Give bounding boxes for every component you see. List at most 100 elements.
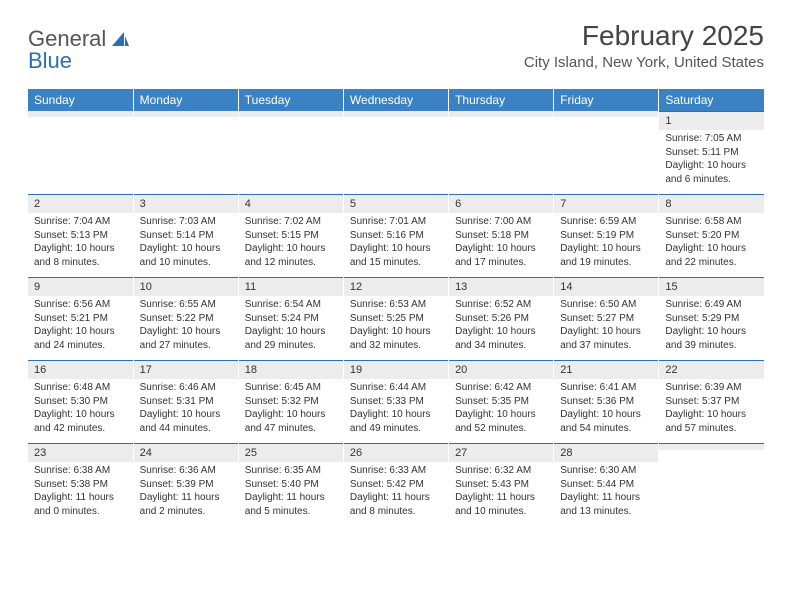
- day-details: Sunrise: 6:56 AMSunset: 5:21 PMDaylight:…: [28, 296, 133, 360]
- calendar-day-cell: 4Sunrise: 7:02 AMSunset: 5:15 PMDaylight…: [238, 194, 343, 277]
- sunset-text: Sunset: 5:20 PM: [665, 229, 758, 243]
- day-number: 21: [554, 360, 658, 379]
- day-number: 4: [239, 194, 343, 213]
- calendar-day-cell: 21Sunrise: 6:41 AMSunset: 5:36 PMDayligh…: [554, 360, 659, 443]
- sunrise-text: Sunrise: 6:48 AM: [34, 381, 127, 395]
- day-details: Sunrise: 7:00 AMSunset: 5:18 PMDaylight:…: [449, 213, 553, 277]
- sunset-text: Sunset: 5:39 PM: [140, 478, 232, 492]
- sunrise-text: Sunrise: 6:36 AM: [140, 464, 232, 478]
- day-number: 9: [28, 277, 133, 296]
- header: General February 2025 City Island, New Y…: [0, 0, 792, 79]
- day-details: Sunrise: 6:38 AMSunset: 5:38 PMDaylight:…: [28, 462, 133, 526]
- brand-part2: Blue: [28, 48, 72, 73]
- day-number: 17: [134, 360, 238, 379]
- calendar-day-cell: 27Sunrise: 6:32 AMSunset: 5:43 PMDayligh…: [449, 443, 554, 526]
- daylight-text: Daylight: 10 hours and 47 minutes.: [245, 408, 337, 435]
- calendar-day-cell: 12Sunrise: 6:53 AMSunset: 5:25 PMDayligh…: [343, 277, 448, 360]
- daylight-text: Daylight: 10 hours and 29 minutes.: [245, 325, 337, 352]
- daylight-text: Daylight: 11 hours and 10 minutes.: [455, 491, 547, 518]
- calendar-day-cell: 26Sunrise: 6:33 AMSunset: 5:42 PMDayligh…: [343, 443, 448, 526]
- sunset-text: Sunset: 5:35 PM: [455, 395, 547, 409]
- brand-part2-wrap: Blue: [28, 48, 72, 74]
- calendar-day-cell: 10Sunrise: 6:55 AMSunset: 5:22 PMDayligh…: [133, 277, 238, 360]
- sunset-text: Sunset: 5:36 PM: [560, 395, 652, 409]
- day-details: Sunrise: 6:49 AMSunset: 5:29 PMDaylight:…: [659, 296, 764, 360]
- calendar-day-cell: [28, 111, 133, 194]
- calendar-week-row: 1Sunrise: 7:05 AMSunset: 5:11 PMDaylight…: [28, 111, 764, 194]
- sunset-text: Sunset: 5:14 PM: [140, 229, 232, 243]
- daylight-text: Daylight: 10 hours and 39 minutes.: [665, 325, 758, 352]
- calendar-day-cell: 22Sunrise: 6:39 AMSunset: 5:37 PMDayligh…: [659, 360, 764, 443]
- sunrise-text: Sunrise: 6:59 AM: [560, 215, 652, 229]
- calendar-day-cell: 24 Sunrise: 6:36 AMSunset: 5:39 PMDayligh…: [133, 443, 238, 526]
- sunrise-text: Sunrise: 6:52 AM: [455, 298, 547, 312]
- day-details: [344, 117, 448, 171]
- day-details: [28, 117, 133, 171]
- weekday-header: Friday: [554, 89, 659, 111]
- calendar-day-cell: [659, 443, 764, 526]
- weekday-header: Monday: [133, 89, 238, 111]
- sunrise-text: Sunrise: 6:56 AM: [34, 298, 127, 312]
- day-details: Sunrise: 6:39 AMSunset: 5:37 PMDaylight:…: [659, 379, 764, 443]
- calendar-day-cell: 15Sunrise: 6:49 AMSunset: 5:29 PMDayligh…: [659, 277, 764, 360]
- location-subtitle: City Island, New York, United States: [524, 54, 764, 71]
- day-details: Sunrise: 6:44 AMSunset: 5:33 PMDaylight:…: [344, 379, 448, 443]
- day-details: Sunrise: 6:54 AMSunset: 5:24 PMDaylight:…: [239, 296, 343, 360]
- day-number: 28: [554, 443, 658, 462]
- daylight-text: Daylight: 11 hours and 13 minutes.: [560, 491, 652, 518]
- calendar-table: Sunday Monday Tuesday Wednesday Thursday…: [28, 89, 764, 526]
- calendar-day-cell: 16Sunrise: 6:48 AMSunset: 5:30 PMDayligh…: [28, 360, 133, 443]
- weekday-header: Thursday: [449, 89, 554, 111]
- daylight-text: Daylight: 10 hours and 52 minutes.: [455, 408, 547, 435]
- day-number: 24: [134, 443, 238, 462]
- daylight-text: Daylight: 10 hours and 44 minutes.: [140, 408, 232, 435]
- weekday-header: Sunday: [28, 89, 133, 111]
- sunset-text: Sunset: 5:42 PM: [350, 478, 442, 492]
- sunset-text: Sunset: 5:25 PM: [350, 312, 442, 326]
- calendar-day-cell: [554, 111, 659, 194]
- day-number: 19: [344, 360, 448, 379]
- daylight-text: Daylight: 10 hours and 57 minutes.: [665, 408, 758, 435]
- calendar-day-cell: 11Sunrise: 6:54 AMSunset: 5:24 PMDayligh…: [238, 277, 343, 360]
- daylight-text: Daylight: 10 hours and 42 minutes.: [34, 408, 127, 435]
- day-details: Sunrise: 6:45 AMSunset: 5:32 PMDaylight:…: [239, 379, 343, 443]
- sunset-text: Sunset: 5:29 PM: [665, 312, 758, 326]
- sunset-text: Sunset: 5:18 PM: [455, 229, 547, 243]
- day-details: Sunrise: 6:42 AMSunset: 5:35 PMDaylight:…: [449, 379, 553, 443]
- sunrise-text: Sunrise: 6:58 AM: [665, 215, 758, 229]
- daylight-text: Daylight: 11 hours and 2 minutes.: [140, 491, 232, 518]
- sunrise-text: Sunrise: 6:50 AM: [560, 298, 652, 312]
- day-number: 5: [344, 194, 448, 213]
- daylight-text: Daylight: 10 hours and 37 minutes.: [560, 325, 652, 352]
- day-number: 25: [239, 443, 343, 462]
- sunset-text: Sunset: 5:15 PM: [245, 229, 337, 243]
- daylight-text: Daylight: 11 hours and 5 minutes.: [245, 491, 337, 518]
- sunrise-text: Sunrise: 6:30 AM: [560, 464, 652, 478]
- sunset-text: Sunset: 5:26 PM: [455, 312, 547, 326]
- sunrise-text: Sunrise: 6:38 AM: [34, 464, 127, 478]
- day-number: 16: [28, 360, 133, 379]
- sunset-text: Sunset: 5:22 PM: [140, 312, 232, 326]
- calendar-day-cell: 20Sunrise: 6:42 AMSunset: 5:35 PMDayligh…: [449, 360, 554, 443]
- daylight-text: Daylight: 10 hours and 6 minutes.: [665, 159, 758, 186]
- daylight-text: Daylight: 10 hours and 22 minutes.: [665, 242, 758, 269]
- day-number: 22: [659, 360, 764, 379]
- day-number: 6: [449, 194, 553, 213]
- day-details: Sunrise: 6:30 AMSunset: 5:44 PMDaylight:…: [554, 462, 658, 526]
- sunset-text: Sunset: 5:40 PM: [245, 478, 337, 492]
- day-details: Sunrise: 6:53 AMSunset: 5:25 PMDaylight:…: [344, 296, 448, 360]
- calendar-day-cell: 9Sunrise: 6:56 AMSunset: 5:21 PMDaylight…: [28, 277, 133, 360]
- sunrise-text: Sunrise: 6:39 AM: [665, 381, 758, 395]
- day-number: 13: [449, 277, 553, 296]
- day-number: 11: [239, 277, 343, 296]
- sunset-text: Sunset: 5:33 PM: [350, 395, 442, 409]
- sunset-text: Sunset: 5:13 PM: [34, 229, 127, 243]
- sunrise-text: Sunrise: 6:53 AM: [350, 298, 442, 312]
- daylight-text: Daylight: 10 hours and 49 minutes.: [350, 408, 442, 435]
- sunrise-text: Sunrise: 6:45 AM: [245, 381, 337, 395]
- day-details: [239, 117, 343, 171]
- calendar-day-cell: 7Sunrise: 6:59 AMSunset: 5:19 PMDaylight…: [554, 194, 659, 277]
- daylight-text: Daylight: 10 hours and 32 minutes.: [350, 325, 442, 352]
- month-title: February 2025: [524, 20, 764, 52]
- sunset-text: Sunset: 5:38 PM: [34, 478, 127, 492]
